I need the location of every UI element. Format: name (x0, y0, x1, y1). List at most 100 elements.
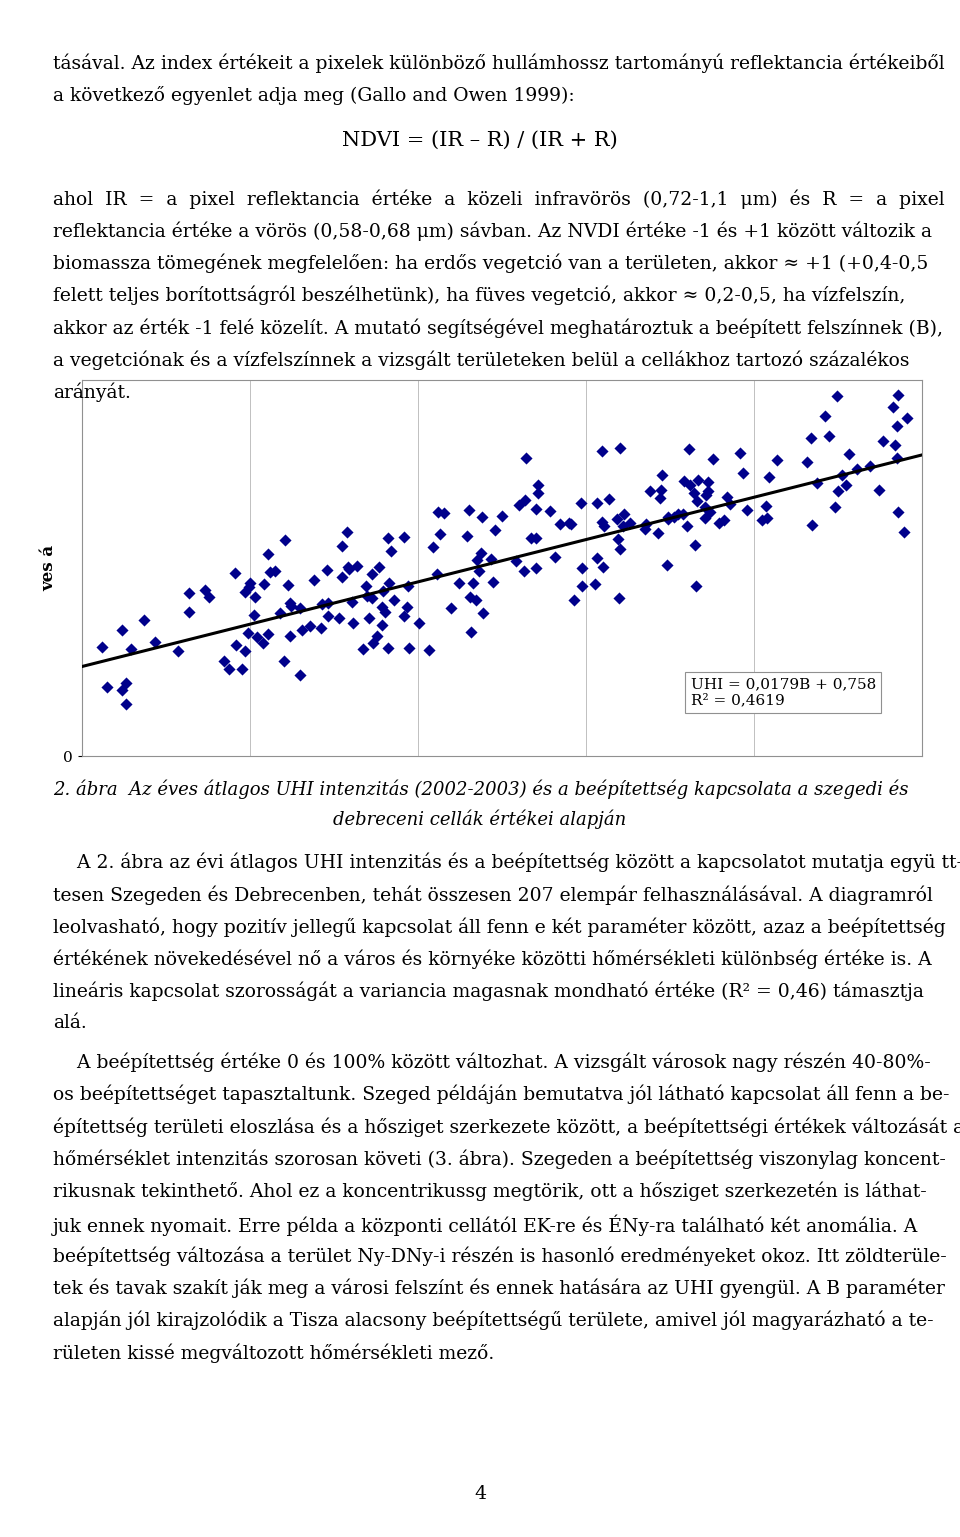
Point (688, 573, 704, 598)
Point (358, 573, 373, 598)
Point (341, 556, 356, 581)
Point (374, 613, 390, 638)
Point (283, 593, 299, 618)
Text: reflektancia értéke a vörös (0,58-0,68 μm) sávban. Az NVDI értéke -1 és +1 közöt: reflektancia értéke a vörös (0,58-0,68 μ… (53, 221, 932, 241)
Point (809, 470, 825, 495)
Point (761, 466, 777, 490)
Point (562, 510, 577, 535)
Point (319, 558, 334, 583)
Point (181, 599, 197, 624)
Point (528, 496, 543, 521)
Point (675, 503, 690, 527)
Text: 4: 4 (474, 1485, 486, 1503)
Point (516, 559, 532, 584)
Point (123, 636, 138, 661)
Point (530, 481, 545, 506)
Point (698, 495, 713, 520)
Point (650, 521, 665, 546)
Point (720, 484, 735, 509)
Point (181, 581, 197, 606)
Point (677, 469, 692, 493)
Point (717, 507, 732, 532)
Point (380, 526, 396, 550)
Point (114, 678, 130, 702)
Point (243, 570, 258, 595)
Point (680, 513, 695, 538)
Point (616, 503, 632, 527)
Point (887, 432, 902, 456)
Text: biomassza tömegének megfelelően: ha erdős vegetció van a területen, akkor ≈ +1 (: biomassza tömegének megfelelően: ha erdő… (53, 254, 928, 274)
Point (374, 595, 390, 619)
Point (100, 675, 115, 699)
Point (770, 449, 785, 473)
Point (493, 504, 509, 529)
Point (885, 395, 900, 420)
Point (370, 622, 385, 647)
Point (430, 500, 445, 524)
Point (876, 429, 891, 453)
Point (711, 510, 727, 535)
Point (660, 506, 675, 530)
Text: a következő egyenlet adja meg (Gallo and Owen 1999):: a következő egyenlet adja meg (Gallo and… (53, 86, 574, 105)
Point (436, 501, 451, 526)
Point (686, 481, 702, 506)
Point (375, 579, 391, 604)
Point (473, 541, 489, 566)
Point (349, 553, 365, 578)
Point (689, 489, 705, 513)
Point (596, 513, 612, 538)
Point (314, 615, 329, 639)
Point (804, 513, 820, 538)
Point (594, 438, 610, 463)
Point (654, 463, 669, 487)
Point (890, 383, 905, 407)
Point (228, 633, 244, 658)
Point (517, 487, 533, 512)
Point (334, 564, 349, 589)
Point (365, 630, 380, 655)
Text: építettség területi eloszlása és a hősziget szerkezete között, a beépítettségi é: építettség területi eloszlása és a hőszi… (53, 1117, 960, 1137)
Point (474, 504, 490, 529)
Point (699, 483, 714, 507)
Point (697, 506, 712, 530)
Point (564, 512, 579, 536)
Y-axis label: ves á: ves á (40, 544, 58, 592)
Point (451, 570, 467, 595)
Point (666, 504, 682, 529)
Point (147, 630, 162, 655)
Text: debreceni cellák értékei alapján: debreceni cellák értékei alapján (333, 810, 627, 830)
Text: A beépítettség értéke 0 és 100% között változhat. A vizsgált városok nagy részén: A beépítettség értéke 0 és 100% között v… (53, 1053, 930, 1073)
Point (829, 383, 845, 407)
Point (464, 619, 479, 644)
Text: A 2. ábra az évi átlagos UHI intenzitás és a beépítettség között a kapcsolatot m: A 2. ábra az évi átlagos UHI intenzitás … (53, 853, 960, 873)
Point (615, 513, 631, 538)
Point (240, 621, 255, 646)
Point (335, 533, 350, 558)
Point (421, 638, 437, 662)
Point (732, 441, 747, 466)
Point (574, 490, 589, 515)
Point (331, 606, 347, 630)
Point (518, 446, 534, 470)
Point (277, 529, 293, 553)
Text: hőmérséklet intenzitás szorosan követi (3. ábra). Szegeden a beépítettség viszon: hőmérséklet intenzitás szorosan követi (… (53, 1150, 946, 1170)
Point (217, 649, 232, 673)
Text: 2. ábra  Az éves átlagos UHI intenzitás (2002-2003) és a beépítettség kapcsolata: 2. ábra Az éves átlagos UHI intenzitás (… (53, 779, 908, 799)
Point (622, 510, 637, 535)
Point (399, 595, 415, 619)
Point (755, 507, 770, 532)
Point (364, 586, 379, 610)
Text: a vegetciónak és a vízfelszínnek a vizsgált területeken belül a cellákhoz tartoz: a vegetciónak és a vízfelszínnek a vizsg… (53, 350, 909, 370)
Point (594, 510, 610, 535)
Point (468, 589, 484, 613)
Text: alá.: alá. (53, 1014, 86, 1033)
Point (799, 450, 814, 475)
Point (355, 636, 371, 661)
Point (307, 569, 323, 593)
Point (462, 498, 477, 523)
Point (381, 570, 396, 595)
Point (841, 441, 856, 466)
Point (601, 487, 616, 512)
Point (293, 662, 308, 687)
Point (411, 610, 426, 635)
